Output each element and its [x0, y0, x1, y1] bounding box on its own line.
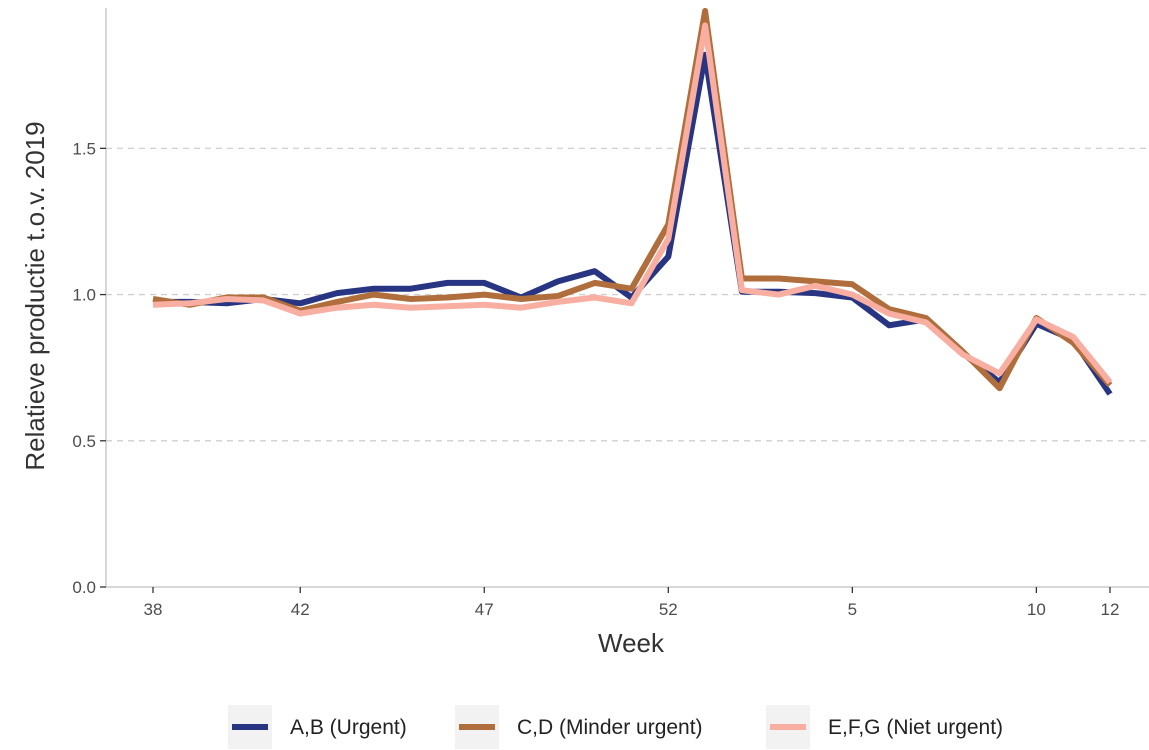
- x-tick-label: 47: [475, 600, 494, 619]
- series-line-3: [152, 22, 1113, 385]
- axes: [105, 8, 1149, 588]
- x-axis-title: Week: [598, 628, 665, 658]
- y-tick-label: 1.5: [72, 139, 96, 158]
- legend: A,B (Urgent) C,D (Minder urgent) E,F,G (Ni…: [228, 705, 1003, 749]
- x-tick-label: 52: [659, 600, 678, 619]
- y-tick-label: 0.5: [72, 432, 96, 451]
- x-tick-label: 38: [144, 600, 163, 619]
- y-tick-label: 1.0: [72, 286, 96, 305]
- y-tick-label: 0.0: [72, 578, 96, 597]
- legend-label: A,B (Urgent): [290, 716, 407, 739]
- x-tick-label: 42: [291, 600, 310, 619]
- series-line-2: [152, 7, 1113, 392]
- legend-label: E,F,G (Niet urgent): [828, 716, 1003, 739]
- y-axis-title: Relatieve productie t.o.v. 2019: [20, 121, 50, 470]
- x-tick-label: 12: [1101, 600, 1120, 619]
- tick-labels: 0.0 0.5 1.0 1.5 38 42 47 52 5 10 12: [72, 139, 1119, 619]
- legend-label: C,D (Minder urgent): [517, 716, 703, 739]
- series-lines: [152, 7, 1113, 396]
- x-tick-label: 10: [1027, 600, 1046, 619]
- series-line-1: [153, 51, 1113, 396]
- x-tick-label: 5: [848, 600, 857, 619]
